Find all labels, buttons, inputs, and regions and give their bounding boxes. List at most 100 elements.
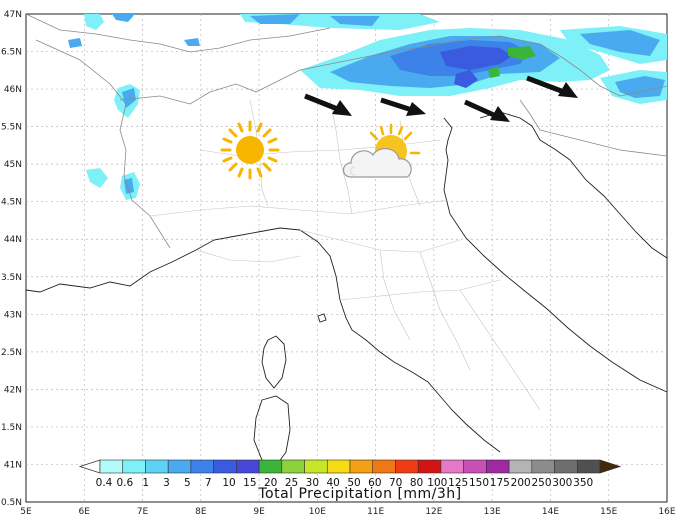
colorbar-swatch xyxy=(326,459,351,474)
longitude-label: 8E xyxy=(195,507,207,517)
colorbar-swatch xyxy=(167,459,192,474)
colorbar-swatch xyxy=(554,459,578,474)
longitude-label: 12E xyxy=(425,507,442,517)
colorbar-label: 100 xyxy=(427,477,447,489)
longitude-label: 15E xyxy=(600,507,617,517)
wind-arrow-icon xyxy=(380,97,426,116)
latitude-label: 5.5N xyxy=(1,123,22,133)
latitude-label: 44N xyxy=(4,235,22,245)
latitude-label: 2.5N xyxy=(1,348,22,358)
latitude-label: 0.5N xyxy=(1,498,22,508)
wind-arrow-icon xyxy=(526,75,578,98)
colorbar-swatch xyxy=(145,459,169,474)
precip-patch xyxy=(330,16,380,26)
precip-patch xyxy=(440,46,512,70)
precipitation-colorbar xyxy=(78,459,622,474)
longitude-label: 16E xyxy=(658,507,675,517)
latitude-label: 6.5N xyxy=(1,48,22,58)
precip-patch xyxy=(184,38,200,46)
colorbar-label: 3 xyxy=(163,477,170,489)
colorbar-swatch xyxy=(440,459,464,474)
precip-patch xyxy=(454,70,478,88)
longitude-label: 10E xyxy=(309,507,326,517)
colorbar-label: 80 xyxy=(410,477,423,489)
colorbar-swatch xyxy=(122,459,146,474)
colorbar-label: 20 xyxy=(264,477,277,489)
colorbar-swatch xyxy=(417,459,442,474)
latitude-label: 4.5N xyxy=(1,198,22,208)
longitude-label: 11E xyxy=(367,507,384,517)
longitude-label: 6E xyxy=(79,507,91,517)
colorbar-swatch xyxy=(395,459,419,474)
colorbar-label: 30 xyxy=(306,477,319,489)
colorbar-labels: 0.4 0.6 1 3 5 7 10 15 20 25 30 40 50 60 70 80 100 125 150 1… xyxy=(96,477,594,489)
latitude-label: 43N xyxy=(4,310,22,320)
colorbar-swatch xyxy=(372,459,396,474)
sun-behind-cloud-icon xyxy=(342,123,421,178)
colorbar-label: 200 xyxy=(511,477,531,489)
colorbar-label: 40 xyxy=(326,477,339,489)
longitude-label: 7E xyxy=(137,507,149,517)
colorbar-title: Total Precipitation [mm/3h] xyxy=(257,486,461,502)
colorbar-swatch xyxy=(190,459,214,474)
coastlines xyxy=(25,111,668,467)
precip-patch xyxy=(112,14,135,22)
colorbar-swatch xyxy=(349,459,374,474)
precip-patch xyxy=(508,46,536,60)
colorbar-swatch xyxy=(236,459,260,474)
colorbar-label: 1 xyxy=(142,477,149,489)
colorbar-label: 50 xyxy=(347,477,360,489)
latitude-labels: 47N 6.5N 46N 5.5N 45N 4.5N 44N 3.5N 43N 2.5N 42N 1.… xyxy=(1,10,22,508)
precip-patch xyxy=(488,66,500,78)
colorbar-swatch xyxy=(531,459,555,474)
latitude-label: 41N xyxy=(4,460,22,470)
colorbar-label: 175 xyxy=(490,477,510,489)
colorbar-swatch xyxy=(304,459,328,474)
colorbar-swatch xyxy=(99,459,124,474)
colorbar-label: 7 xyxy=(205,477,212,489)
colorbar-label: 15 xyxy=(243,477,256,489)
latitude-label: 42N xyxy=(4,385,22,395)
latitude-label: 3.5N xyxy=(1,273,22,283)
wind-arrow-icon xyxy=(304,93,352,116)
longitude-label: 5E xyxy=(20,507,32,517)
colorbar-label: 150 xyxy=(469,477,489,489)
colorbar-swatch xyxy=(508,459,533,474)
colorbar-label: 0.4 xyxy=(96,477,113,489)
precip-patch xyxy=(86,168,108,188)
colorbar-label: 25 xyxy=(285,477,298,489)
precip-patch xyxy=(580,30,660,56)
longitude-label: 14E xyxy=(542,507,559,517)
borders xyxy=(25,13,668,249)
colorbar-label: 60 xyxy=(368,477,381,489)
wind-arrows xyxy=(304,75,578,122)
colorbar-label: 300 xyxy=(552,477,572,489)
latitude-label: 45N xyxy=(4,160,22,170)
longitude-label: 9E xyxy=(253,507,265,517)
colorbar-swatch xyxy=(281,459,305,474)
colorbar-label: 5 xyxy=(184,477,191,489)
colorbar-max-arrow xyxy=(599,459,622,474)
precip-patch xyxy=(615,76,665,98)
longitude-label: 13E xyxy=(484,507,501,517)
longitude-labels: 5E 6E 7E 8E 9E 10E 11E 12E 13E 14E 15E 16E xyxy=(20,507,676,517)
colorbar-swatch xyxy=(258,459,283,474)
colorbar-label: 0.6 xyxy=(116,477,133,489)
latitude-label: 47N xyxy=(4,10,22,20)
wind-arrow-icon xyxy=(463,99,510,122)
precip-patch xyxy=(250,14,300,24)
colorbar-swatch xyxy=(463,459,487,474)
colorbar-swatch xyxy=(213,459,237,474)
precip-patch xyxy=(124,178,134,194)
precip-patch xyxy=(84,14,104,30)
colorbar-label: 125 xyxy=(448,477,468,489)
sun-icon xyxy=(220,120,280,180)
latitude-label: 1.5N xyxy=(1,423,22,433)
colorbar-label: 250 xyxy=(531,477,551,489)
precip-patch xyxy=(68,38,82,48)
colorbar-label: 10 xyxy=(222,477,235,489)
colorbar-swatch xyxy=(576,459,601,474)
latitude-label: 46N xyxy=(4,85,22,95)
colorbar-label: 350 xyxy=(573,477,593,489)
